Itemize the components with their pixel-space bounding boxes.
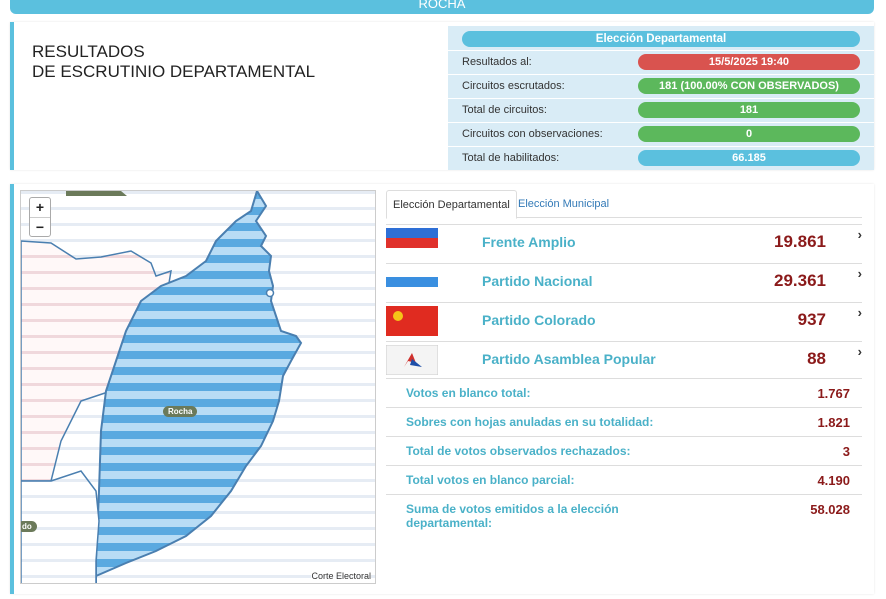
page-title: RESULTADOS DE ESCRUTINIO DEPARTAMENTAL — [32, 42, 315, 82]
summary-row-total-circuits: Total de circuitos: 181 — [448, 98, 874, 122]
summary-row-badge: 181 (100.00% CON OBSERVADOS) — [638, 78, 860, 94]
party-votes: 29.361 — [774, 271, 826, 290]
stat-row-blank-partial: Total votos en blanco parcial: 4.190 — [386, 465, 862, 494]
party-row-partido-colorado[interactable]: Partido Colorado 937 › — [386, 302, 862, 341]
stat-label: Suma de votos emitidos a la elección dep… — [406, 502, 619, 530]
stat-value: 3 — [842, 444, 850, 459]
party-name: Partido Nacional — [482, 273, 593, 289]
summary-row-badge: 15/5/2025 19:40 — [638, 54, 860, 70]
stat-label: Total votos en blanco parcial: — [406, 473, 575, 487]
party-votes: 88 — [807, 349, 826, 368]
map-label-side: do — [21, 521, 37, 532]
party-name: Frente Amplio — [482, 234, 576, 250]
summary-table: Elección Departamental Resultados al: 15… — [448, 26, 874, 170]
asamblea-popular-logo — [386, 345, 438, 375]
map-region-south[interactable] — [21, 470, 100, 584]
party-votes: 937 — [797, 310, 826, 329]
results-panel: + − Rocha do Corte Electoral Elección De… — [10, 184, 874, 594]
summary-row-label: Circuitos con observaciones: — [462, 128, 603, 140]
chevron-right-icon[interactable]: › — [857, 305, 862, 320]
tab-eleccion-departamental[interactable]: Elección Departamental — [386, 190, 517, 219]
stat-row-observed-rejected: Total de votos observados rechazados: 3 — [386, 436, 862, 465]
page-title-line1: RESULTADOS — [32, 42, 145, 61]
stat-row-total-emitted: Suma de votos emitidos a la elección dep… — [386, 494, 862, 534]
party-name: Partido Asamblea Popular — [482, 351, 656, 367]
summary-row-label: Total de habilitados: — [462, 152, 560, 164]
map-zoom-control: + − — [29, 197, 51, 237]
page-title-line2: DE ESCRUTINIO DEPARTAMENTAL — [32, 62, 316, 81]
party-votes: 19.861 — [774, 232, 826, 251]
map-region-rocha[interactable] — [81, 191, 303, 584]
summary-row-registered-voters: Total de habilitados: 66.185 — [448, 146, 874, 170]
summary-row-results-at: Resultados al: 15/5/2025 19:40 — [448, 50, 874, 74]
zoom-in-button[interactable]: + — [35, 199, 45, 215]
partido-colorado-flag — [386, 306, 438, 336]
zoom-out-button[interactable]: − — [30, 217, 50, 236]
map-attribution: Corte Electoral — [311, 571, 371, 581]
party-name: Partido Colorado — [482, 312, 596, 328]
map-canvas[interactable] — [21, 191, 376, 584]
stat-value: 1.821 — [817, 415, 850, 430]
summary-row-badge: 66.185 — [638, 150, 860, 166]
summary-row-circuits-scrutinized: Circuitos escrutados: 181 (100.00% CON O… — [448, 74, 874, 98]
partido-nacional-flag — [386, 267, 438, 297]
map-label-rocha: Rocha — [163, 406, 198, 417]
stat-label: Votos en blanco total: — [406, 386, 531, 400]
summary-row-badge: 0 — [638, 126, 860, 142]
summary-row-label: Total de circuitos: — [462, 104, 547, 116]
summary-row-circuits-observed: Circuitos con observaciones: 0 — [448, 122, 874, 146]
party-row-partido-nacional[interactable]: Partido Nacional 29.361 › — [386, 263, 862, 302]
election-tabs: Elección Departamental Elección Municipa… — [386, 190, 862, 219]
tab-eleccion-municipal[interactable]: Elección Municipal — [518, 198, 610, 210]
stat-row-blank-total: Votos en blanco total: 1.767 — [386, 378, 862, 407]
chevron-right-icon[interactable]: › — [857, 227, 862, 242]
stat-row-annulled-envelopes: Sobres con hojas anuladas en su totalida… — [386, 407, 862, 436]
chevron-right-icon[interactable]: › — [857, 344, 862, 359]
stat-value: 58.028 — [810, 502, 850, 517]
summary-row-badge: 181 — [638, 102, 860, 118]
stat-value: 1.767 — [817, 386, 850, 401]
stat-label: Total de votos observados rechazados: — [406, 444, 631, 458]
party-row-frente-amplio[interactable]: Frente Amplio 19.861 › — [386, 224, 862, 263]
chevron-right-icon[interactable]: › — [857, 266, 862, 281]
summary-row-label: Circuitos escrutados: — [462, 80, 565, 92]
department-map[interactable]: + − Rocha do Corte Electoral — [20, 190, 376, 584]
map-label-top — [66, 191, 127, 196]
map-lagoon — [265, 288, 275, 298]
department-name: ROCHA — [418, 0, 466, 11]
stat-label: Sobres con hojas anuladas en su totalida… — [406, 415, 654, 429]
department-header-bar: ROCHA — [10, 0, 874, 14]
stat-value: 4.190 — [817, 473, 850, 488]
party-row-asamblea-popular[interactable]: Partido Asamblea Popular 88 › — [386, 341, 862, 380]
frente-amplio-flag — [386, 228, 438, 258]
summary-heading: Elección Departamental — [462, 31, 860, 47]
summary-panel: RESULTADOS DE ESCRUTINIO DEPARTAMENTAL E… — [10, 22, 874, 170]
summary-row-label: Resultados al: — [462, 56, 532, 68]
